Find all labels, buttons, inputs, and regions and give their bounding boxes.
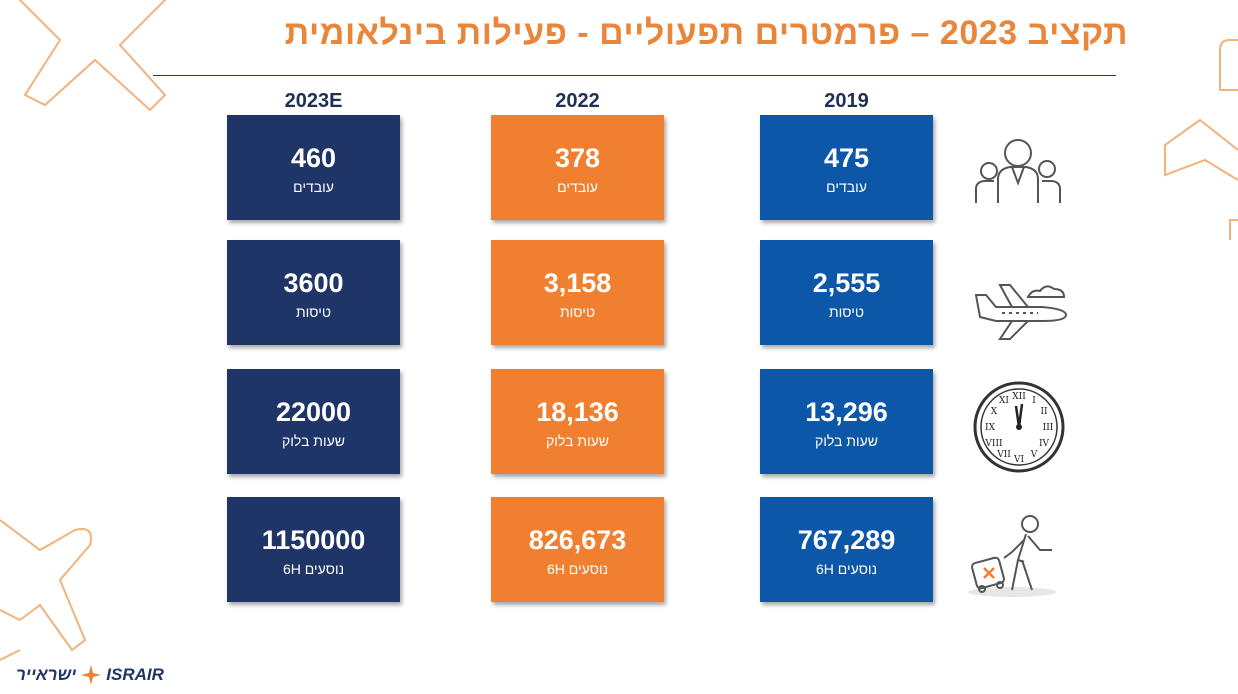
background-plane-bottom-left-icon bbox=[0, 519, 92, 661]
svg-text:V: V bbox=[1030, 450, 1038, 460]
column-header-2019: 2019 bbox=[824, 90, 869, 112]
stat-value: 3,158 bbox=[543, 268, 612, 298]
stat-card-2019-flights: 2,555 טיסות bbox=[760, 240, 933, 345]
stat-label: נוסעים 6H bbox=[815, 561, 878, 577]
stat-label: שעות בלוק bbox=[282, 433, 345, 449]
stat-value: 22000 bbox=[275, 397, 352, 427]
background-plane-top-left-icon bbox=[18, 0, 167, 112]
stat-card-2022-passengers: 826,673 נוסעים 6H bbox=[491, 497, 664, 602]
stat-card-2022-flights: 3,158 טיסות bbox=[491, 240, 664, 345]
column-header-2023e: 2023E bbox=[284, 90, 343, 112]
svg-text:VIII: VIII bbox=[984, 439, 1003, 449]
stat-value: 2,555 bbox=[812, 268, 881, 298]
stat-label: שעות בלוק bbox=[546, 433, 609, 449]
page-title: תקציב 2023 – פרמטרים תפעוליים - פעילות ב… bbox=[284, 14, 1128, 52]
stat-value: 826,673 bbox=[528, 525, 627, 555]
stat-value: 3600 bbox=[283, 268, 344, 298]
stat-value: 767,289 bbox=[797, 525, 896, 555]
svg-text:VII: VII bbox=[996, 450, 1011, 460]
stat-label: טיסות bbox=[296, 304, 331, 320]
stat-card-2022-block-hours: 18,136 שעות בלוק bbox=[491, 369, 664, 474]
stat-value: 18,136 bbox=[536, 397, 619, 427]
svg-text:IX: IX bbox=[985, 423, 996, 433]
logo-star-icon bbox=[81, 665, 102, 685]
israir-logo: ישראייר ISRAIR bbox=[16, 664, 164, 686]
stat-label: עובדים bbox=[826, 179, 867, 195]
stat-label: עובדים bbox=[293, 179, 334, 195]
stat-label: טיסות bbox=[829, 304, 864, 320]
svg-text:II: II bbox=[1040, 407, 1048, 417]
stat-card-2019-block-hours: 13,296 שעות בלוק bbox=[760, 369, 933, 474]
stat-label: טיסות bbox=[560, 304, 595, 320]
stat-card-2019-employees: 475 עובדים bbox=[760, 115, 933, 220]
stat-value: 475 bbox=[823, 143, 870, 173]
stat-card-2023e-block-hours: 22000 שעות בלוק bbox=[227, 369, 400, 474]
svg-text:III: III bbox=[1043, 423, 1054, 433]
stat-value: 13,296 bbox=[805, 397, 888, 427]
stat-card-2023e-passengers: 1150000 נוסעים 6H bbox=[227, 497, 400, 602]
stat-label: עובדים bbox=[557, 179, 598, 195]
stat-label: נוסעים 6H bbox=[282, 561, 345, 577]
logo-english-text: ISRAIR bbox=[106, 665, 164, 684]
logo-hebrew-text: ישראייר bbox=[16, 665, 77, 684]
column-header-2022: 2022 bbox=[555, 90, 600, 112]
stat-card-2023e-employees: 460 עובדים bbox=[227, 115, 400, 220]
svg-text:XII: XII bbox=[1012, 392, 1026, 402]
stat-card-2023e-flights: 3600 טיסות bbox=[227, 240, 400, 345]
svg-text:VI: VI bbox=[1013, 455, 1024, 465]
traveler-icon bbox=[968, 515, 1056, 597]
stat-label: נוסעים 6H bbox=[546, 561, 609, 577]
stat-card-2022-employees: 378 עובדים bbox=[491, 115, 664, 220]
stat-value: 378 bbox=[554, 143, 601, 173]
people-icon bbox=[975, 139, 1061, 203]
stat-label: שעות בלוק bbox=[815, 433, 878, 449]
airplane-icon bbox=[974, 284, 1068, 340]
svg-text:IV: IV bbox=[1039, 439, 1050, 449]
stat-value: 1150000 bbox=[261, 525, 366, 555]
stat-card-2019-passengers: 767,289 נוסעים 6H bbox=[760, 497, 933, 602]
title-divider bbox=[153, 75, 1116, 76]
svg-text:X: X bbox=[991, 407, 998, 417]
svg-text:XI: XI bbox=[999, 396, 1009, 406]
stat-value: 460 bbox=[290, 143, 337, 173]
background-plane-right-icon bbox=[1164, 39, 1238, 240]
svg-text:I: I bbox=[1032, 396, 1036, 406]
